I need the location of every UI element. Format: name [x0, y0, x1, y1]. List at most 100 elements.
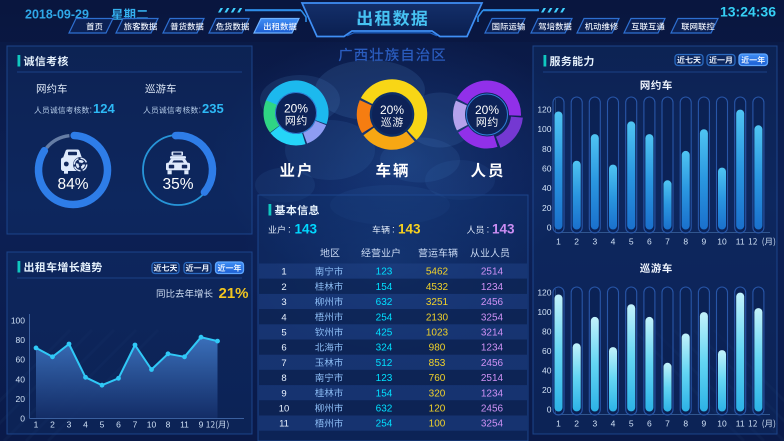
svg-text:3: 3	[592, 237, 597, 247]
svg-text:20: 20	[542, 385, 552, 395]
svg-text:60: 60	[16, 355, 26, 365]
svg-text:123: 123	[376, 373, 393, 384]
svg-text:5: 5	[629, 237, 634, 247]
svg-text:8: 8	[683, 237, 688, 247]
svg-text:980: 980	[429, 343, 446, 354]
svg-text:80: 80	[16, 335, 26, 345]
svg-text:235: 235	[202, 101, 224, 116]
svg-text:10: 10	[717, 419, 727, 429]
svg-text:20%: 20%	[284, 102, 308, 116]
svg-text:324: 324	[376, 343, 393, 354]
svg-text:84%: 84%	[57, 176, 88, 193]
svg-text:13:24:36: 13:24:36	[720, 4, 776, 20]
svg-text:80: 80	[542, 144, 552, 154]
svg-text:1234: 1234	[481, 388, 504, 399]
svg-text:3214: 3214	[481, 328, 504, 339]
svg-text:7: 7	[281, 358, 286, 369]
svg-text:853: 853	[429, 358, 446, 369]
svg-text:1: 1	[556, 237, 561, 247]
svg-text:3254: 3254	[481, 419, 504, 430]
svg-text:20%: 20%	[380, 103, 404, 117]
svg-text:4: 4	[281, 312, 286, 323]
svg-text:1234: 1234	[481, 343, 504, 354]
svg-text:143: 143	[492, 222, 515, 237]
svg-text:154: 154	[376, 282, 393, 293]
svg-text:2: 2	[574, 419, 579, 429]
svg-text:320: 320	[429, 388, 446, 399]
svg-text:2456: 2456	[481, 404, 504, 415]
svg-text:8: 8	[166, 420, 171, 430]
svg-text:4532: 4532	[426, 282, 449, 293]
svg-text:1023: 1023	[426, 328, 449, 339]
svg-text:100: 100	[429, 419, 446, 430]
svg-text:1234: 1234	[481, 282, 504, 293]
svg-text:5462: 5462	[426, 267, 449, 278]
svg-text::: :	[288, 225, 291, 236]
svg-text:9: 9	[701, 419, 706, 429]
svg-text:254: 254	[376, 312, 393, 323]
svg-text:2: 2	[574, 237, 579, 247]
svg-text:2018-09-29: 2018-09-29	[25, 8, 89, 22]
svg-text:4: 4	[83, 420, 88, 430]
svg-text:0: 0	[547, 223, 552, 233]
svg-text::: :	[392, 225, 395, 236]
svg-text:3251: 3251	[426, 297, 449, 308]
svg-text:3254: 3254	[481, 312, 504, 323]
svg-text:3: 3	[592, 419, 597, 429]
svg-text:60: 60	[542, 346, 552, 356]
svg-text:40: 40	[542, 183, 552, 193]
svg-text:35%: 35%	[162, 176, 193, 193]
svg-text:124: 124	[93, 101, 115, 116]
svg-text:6: 6	[116, 420, 121, 430]
svg-text:6: 6	[647, 237, 652, 247]
svg-text:632: 632	[376, 297, 393, 308]
svg-text:0: 0	[547, 405, 552, 415]
svg-text:7: 7	[133, 420, 138, 430]
svg-text::: :	[199, 105, 202, 115]
svg-text:154: 154	[376, 388, 393, 399]
svg-text:11: 11	[736, 237, 745, 247]
svg-text:100: 100	[537, 307, 551, 317]
svg-text:11: 11	[279, 419, 289, 430]
svg-text:3: 3	[67, 420, 72, 430]
svg-text:10: 10	[717, 237, 727, 247]
svg-text:120: 120	[537, 105, 551, 115]
svg-text::: :	[90, 105, 93, 115]
svg-text:2514: 2514	[481, 373, 504, 384]
svg-text:2: 2	[281, 282, 286, 293]
svg-text:100: 100	[11, 316, 25, 326]
svg-text:20: 20	[542, 203, 552, 213]
svg-text:80: 80	[542, 327, 552, 337]
svg-text:8: 8	[281, 373, 286, 384]
svg-text:143: 143	[398, 222, 421, 237]
svg-text:2456: 2456	[481, 358, 504, 369]
svg-text:1: 1	[556, 419, 561, 429]
svg-text:20: 20	[16, 394, 26, 404]
svg-text:123: 123	[376, 267, 393, 278]
svg-text:40: 40	[542, 366, 552, 376]
svg-text:100: 100	[537, 124, 551, 134]
svg-text:9: 9	[281, 388, 286, 399]
svg-text:120: 120	[429, 404, 446, 415]
svg-text:254: 254	[376, 419, 393, 430]
svg-text:5: 5	[281, 328, 286, 339]
svg-text:11: 11	[736, 419, 745, 429]
svg-text:760: 760	[429, 373, 446, 384]
svg-text:4: 4	[611, 237, 616, 247]
svg-text:2456: 2456	[481, 297, 504, 308]
svg-text:4: 4	[611, 419, 616, 429]
svg-text:8: 8	[683, 419, 688, 429]
svg-text:6: 6	[281, 343, 286, 354]
svg-text:512: 512	[376, 358, 393, 369]
svg-text::: :	[487, 225, 490, 236]
svg-text:1: 1	[281, 267, 286, 278]
svg-text:20%: 20%	[475, 103, 499, 117]
svg-text:1: 1	[34, 420, 39, 430]
svg-text:10: 10	[279, 404, 290, 415]
svg-text:40: 40	[16, 374, 26, 384]
svg-text:143: 143	[295, 222, 318, 237]
svg-text:425: 425	[376, 328, 393, 339]
svg-text:9: 9	[199, 420, 204, 430]
svg-text:7: 7	[665, 237, 670, 247]
svg-text:2: 2	[50, 420, 55, 430]
